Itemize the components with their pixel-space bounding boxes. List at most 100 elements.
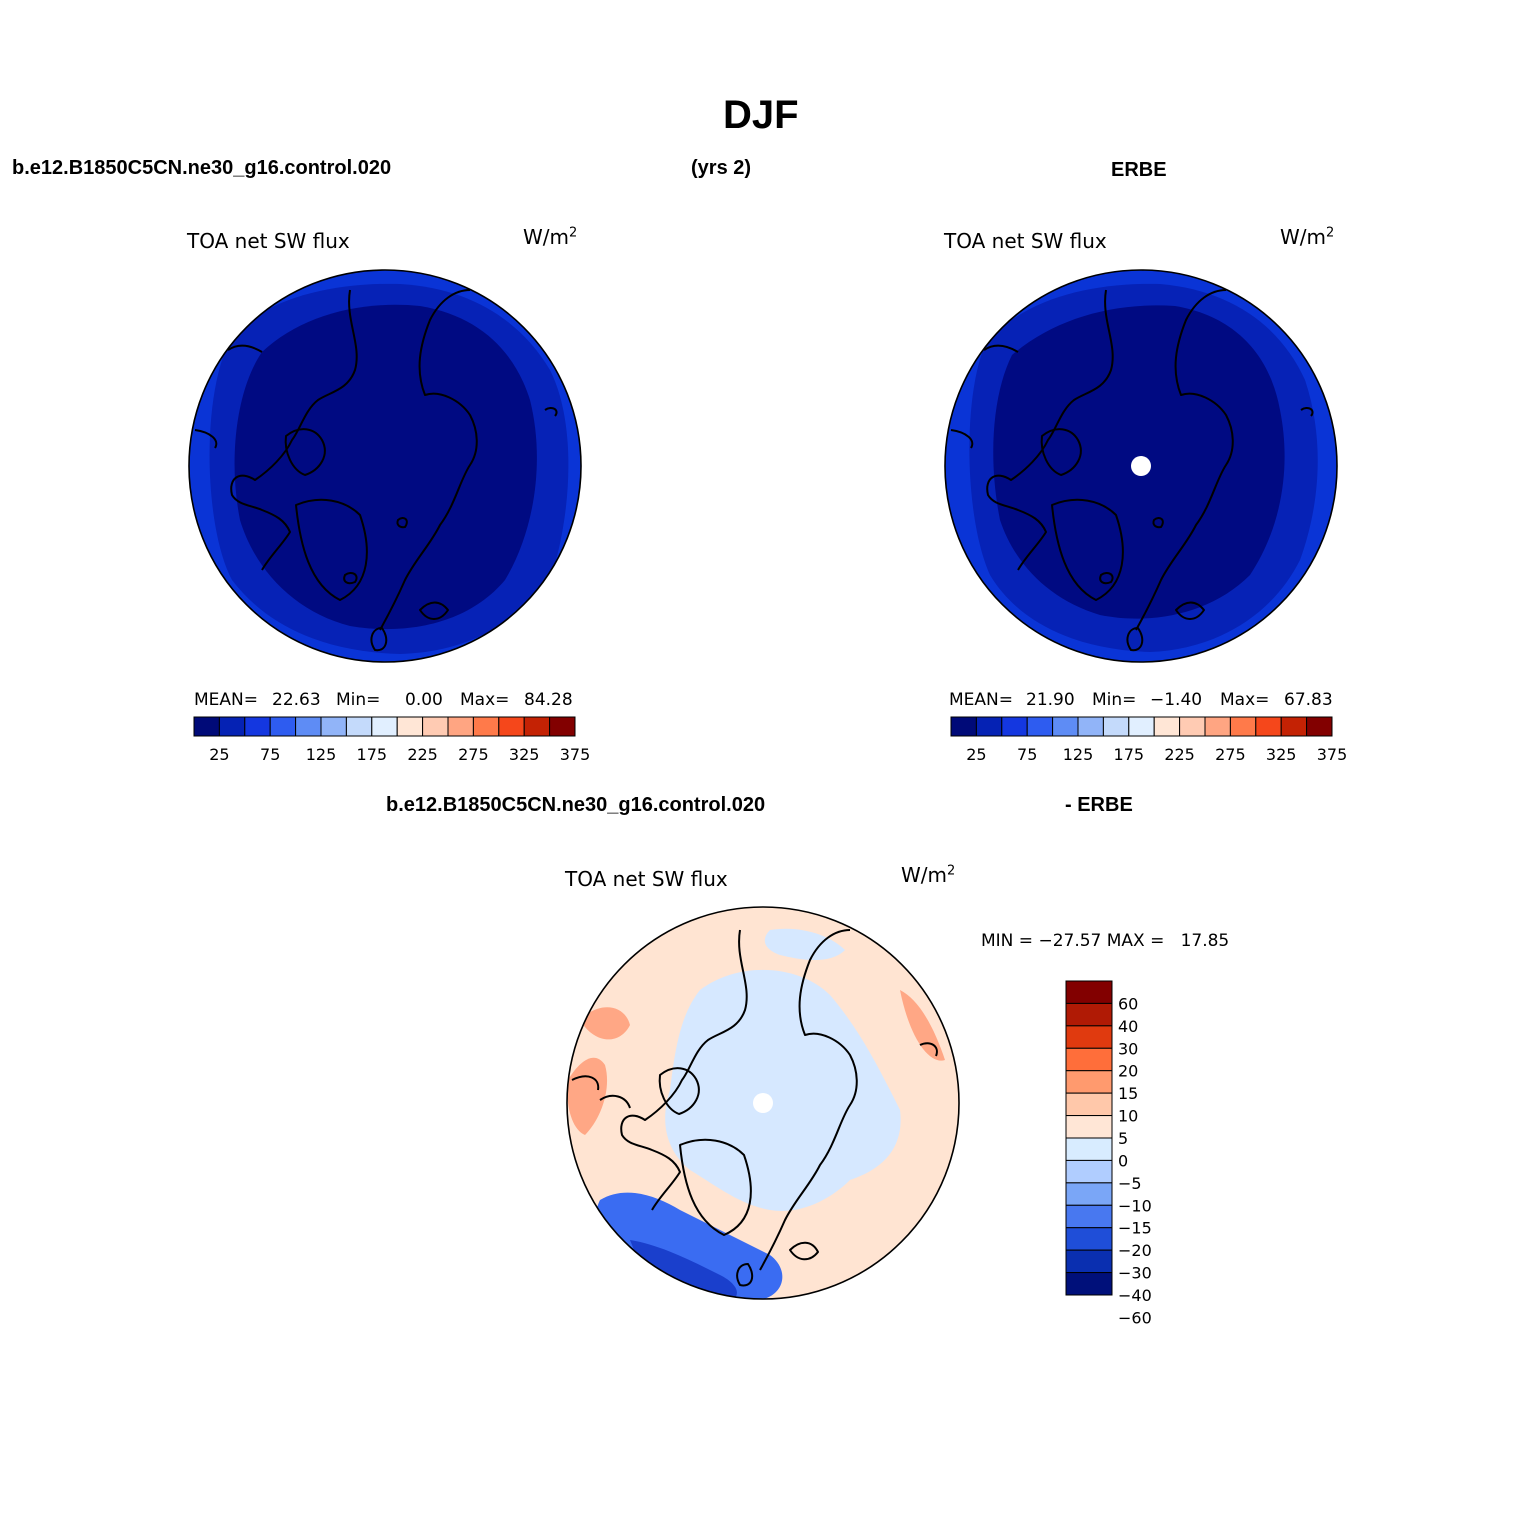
obs-colorbar-swatch — [1153, 716, 1181, 737]
obs-colorbar-swatch — [1128, 716, 1155, 737]
diff-pole-hole — [753, 1093, 773, 1113]
diff-colorbar-tick-label: 30 — [1118, 1039, 1138, 1058]
model-colorbar-tick-label: 225 — [407, 745, 438, 764]
diff-colorbar-tick-label: −30 — [1118, 1264, 1152, 1283]
obs-colorbar-swatch — [1102, 716, 1130, 737]
diff-colorbar-swatch — [1065, 1002, 1113, 1027]
obs-units-sup: 2 — [1326, 225, 1335, 241]
obs-pole-hole — [1131, 456, 1151, 476]
diff-units-sup: 2 — [947, 863, 956, 879]
obs-colorbar-swatch — [950, 716, 977, 737]
obs-colorbar-tick-label: 325 — [1266, 745, 1297, 764]
diff-colorbar-swatch — [1065, 1025, 1113, 1049]
obs-max-value: 67.83 — [1284, 690, 1333, 710]
model-max-value: 84.28 — [524, 690, 573, 710]
model-colorbar-swatch — [345, 716, 373, 737]
obs-units: W/m2 — [1280, 225, 1334, 249]
model-mean-value: 22.63 — [272, 690, 321, 710]
diff-colorbar-tick-label: −60 — [1118, 1308, 1152, 1327]
case-name-label: b.e12.B1850C5CN.ne30_g16.control.020 — [12, 157, 392, 179]
obs-map-border — [944, 269, 1338, 663]
model-max-label: Max= — [460, 690, 510, 710]
diff-colorbar-swatch — [1065, 1249, 1113, 1274]
model-min-value: 0.00 — [405, 690, 443, 710]
diff-colorbar-swatch — [1065, 1115, 1113, 1139]
model-colorbar-swatch — [447, 716, 474, 737]
obs-coastlines — [950, 289, 1314, 652]
obs-panel-title: TOA net SW flux — [944, 229, 1107, 253]
obs-mean-label: MEAN= — [949, 690, 1013, 710]
diff-colorbar-swatch — [1065, 1182, 1113, 1206]
diff-units-base: W/m — [901, 863, 947, 887]
diff-colorbar-swatch — [1065, 1092, 1113, 1117]
model-map-border — [188, 269, 582, 663]
diff-colorbar-tick-label: −20 — [1118, 1241, 1152, 1260]
obs-colorbar-swatch — [1229, 716, 1257, 737]
obs-mean-value: 21.90 — [1026, 690, 1075, 710]
obs-colorbar-tick-label: 25 — [966, 745, 986, 764]
model-colorbar-swatch — [244, 716, 271, 737]
model-colorbar-tick-label: 375 — [560, 745, 591, 764]
model-polar-map — [189, 270, 581, 662]
obs-max-label: Max= — [1220, 690, 1270, 710]
model-colorbar-swatch — [472, 716, 500, 737]
years-label: (yrs 2) — [691, 157, 752, 179]
diff-colorbar-swatch — [1065, 1272, 1113, 1296]
model-colorbar-swatch — [523, 716, 551, 737]
obs-colorbar-swatch — [1179, 716, 1206, 737]
obs-min-value: −1.40 — [1150, 690, 1203, 710]
model-coastlines — [194, 289, 558, 652]
model-colorbar-tick-label: 175 — [357, 745, 388, 764]
model-mean-label: MEAN= — [194, 690, 258, 710]
obs-colorbar-swatch — [1306, 716, 1333, 737]
model-colorbar-swatch — [422, 716, 449, 737]
diff-colorbar-tick-label: −15 — [1118, 1219, 1152, 1238]
obs-units-base: W/m — [1280, 225, 1326, 249]
model-colorbar-swatch — [193, 716, 220, 737]
model-units-base: W/m — [523, 225, 569, 249]
diff-colorbar-tick-label: 0 — [1118, 1151, 1128, 1170]
obs-colorbar-swatch — [1077, 716, 1104, 737]
model-colorbar-tick-label: 275 — [458, 745, 489, 764]
diff-colorbar-tick-label: −40 — [1118, 1286, 1152, 1305]
obs-colorbar: 25 75 125 175 225 275 325 375 — [950, 716, 1347, 764]
obs-colorbar-swatch — [1280, 716, 1308, 737]
obs-colorbar-tick-label: 275 — [1215, 745, 1246, 764]
diff-colorbar-tick-label: −5 — [1118, 1174, 1142, 1193]
diff-colorbar: 60 40 30 20 15 10 5 0 −5 −10 −15 −20 −30 −40 −60 — [1065, 980, 1152, 1327]
diff-colorbar-swatch — [1065, 1047, 1113, 1072]
model-colorbar-tick-label: 125 — [306, 745, 337, 764]
obs-colorbar-tick-label: 175 — [1114, 745, 1145, 764]
diff-colorbar-swatch — [1065, 1227, 1113, 1251]
model-colorbar-tick-label: 325 — [509, 745, 540, 764]
diff-colorbar-swatch — [1065, 1137, 1113, 1161]
diff-colorbar-tick-label: 15 — [1118, 1084, 1138, 1103]
model-colorbar-swatch — [498, 716, 525, 737]
model-min-label: Min= — [336, 690, 381, 710]
obs-colorbar-tick-label: 125 — [1063, 745, 1094, 764]
obs-min-label: Min= — [1092, 690, 1137, 710]
diff-colorbar-tick-label: −10 — [1118, 1196, 1152, 1215]
diff-colorbar-tick-label: 40 — [1118, 1017, 1138, 1036]
model-colorbar-tick-label: 25 — [209, 745, 229, 764]
model-colorbar: 25 75 125 175 225 275 325 375 — [193, 716, 591, 764]
diff-polar-map — [567, 907, 959, 1299]
model-units-sup: 2 — [569, 225, 578, 241]
model-colorbar-swatch — [396, 716, 424, 737]
model-colorbar-swatch — [218, 716, 246, 737]
diff-case-label: b.e12.B1850C5CN.ne30_g16.control.020 — [386, 794, 766, 816]
model-colorbar-swatch — [269, 716, 297, 737]
diff-colorbar-swatch — [1065, 1159, 1113, 1184]
model-colorbar-swatch — [320, 716, 347, 737]
diff-colorbar-tick-label: 10 — [1118, 1107, 1138, 1126]
model-panel-title: TOA net SW flux — [187, 229, 350, 253]
obs-colorbar-swatch — [1001, 716, 1028, 737]
obs-colorbar-swatch — [975, 716, 1003, 737]
diff-colorbar-tick-label: 5 — [1118, 1129, 1128, 1148]
diff-panel-title: TOA net SW flux — [565, 867, 728, 891]
diff-minmax: MIN = −27.57 MAX = 17.85 — [981, 931, 1230, 951]
obs-colorbar-tick-label: 75 — [1017, 745, 1037, 764]
obs-polar-map — [945, 270, 1337, 662]
model-colorbar-swatch — [295, 716, 322, 737]
